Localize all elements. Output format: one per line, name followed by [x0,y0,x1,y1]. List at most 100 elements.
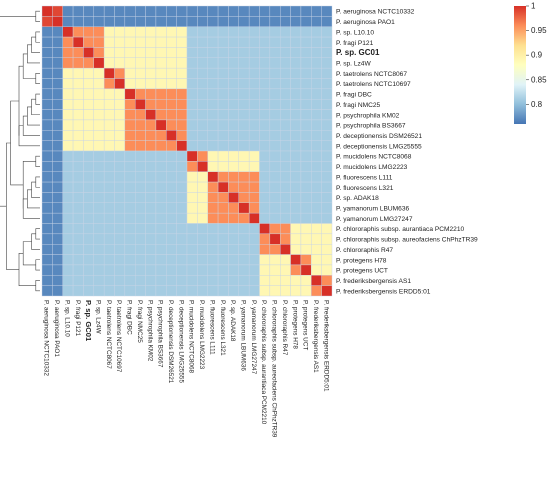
heatmap-cell [93,192,105,203]
heatmap-cell [176,171,188,183]
heatmap-cell [41,161,53,172]
heatmap-cell [145,47,157,58]
heatmap-cell [280,67,291,79]
heatmap-cell [145,233,157,245]
heatmap-cell [155,119,167,131]
dendrogram-branch [22,53,36,79]
heatmap-cell [248,47,260,58]
heatmap-cell [135,171,146,183]
heatmap-cell [228,223,239,235]
heatmap-cell [228,192,239,203]
heatmap-cell [52,223,63,235]
heatmap-cell [238,254,250,266]
heatmap-cell [124,181,136,193]
heatmap-cell [72,264,84,276]
dendrogram-branch [0,16,36,207]
heatmap-cell [228,16,239,27]
heatmap-cell [114,88,126,100]
heatmap-cell [238,161,250,172]
column-label: P. chlororaphis R47 [281,300,288,356]
heatmap-cell [124,244,136,255]
heatmap-cell [197,119,208,131]
heatmap-cell [207,202,219,214]
heatmap-cell [269,67,281,79]
heatmap-cell [93,171,105,183]
heatmap-cell [280,161,291,172]
heatmap-cell [228,130,239,141]
heatmap-cell [197,181,208,193]
row-label: P. frederiksbergensis AS1 [336,278,411,285]
heatmap-cell [217,130,229,141]
heatmap-cell [311,88,322,100]
heatmap-cell [103,109,115,121]
heatmap-cell [217,140,229,152]
heatmap-cell [103,212,115,224]
heatmap-cell [93,47,105,58]
heatmap-cell [248,88,260,100]
heatmap-cell [103,264,115,276]
heatmap-cell [166,192,177,203]
heatmap-cell [145,88,157,100]
heatmap-cell [259,78,271,90]
heatmap-cell [311,119,322,131]
heatmap-cell [238,140,250,152]
heatmap-cell [321,47,333,58]
heatmap-cell [176,47,188,58]
heatmap-cell [166,223,177,235]
heatmap-cell [114,171,126,183]
heatmap-cell [217,254,229,266]
heatmap-cell [62,192,74,203]
heatmap-cell [155,192,167,203]
heatmap-cell [176,26,188,38]
heatmap-cell [135,36,146,48]
heatmap-cell [52,67,63,79]
dendrogram-branch [35,176,40,188]
heatmap-cell [93,254,105,266]
heatmap-cell [114,223,126,235]
heatmap-cell [145,36,157,48]
heatmap-cell [124,254,136,266]
heatmap-cell [300,57,312,69]
heatmap-cell [166,47,177,58]
heatmap-cell [62,244,74,255]
heatmap-cell [248,161,260,172]
heatmap-cell [259,67,271,79]
heatmap-cell [300,5,312,17]
heatmap-cell [280,181,291,193]
heatmap-cell [166,5,177,17]
column-label: P. fluorescens L111 [208,300,215,355]
heatmap-cell [166,88,177,100]
heatmap-cell [124,285,136,297]
heatmap-cell [135,57,146,69]
colorbar-gradient [514,6,526,124]
column-label: P. sp. GC01 [84,300,93,342]
column-label: P. fragi DBC [126,300,133,335]
heatmap-cell [300,202,312,214]
heatmap-cell [166,26,177,38]
heatmap-cell [269,130,281,141]
heatmap-cell [62,47,74,58]
heatmap-cell [83,26,94,38]
heatmap-cell [155,233,167,245]
heatmap-cell [145,99,157,110]
heatmap-cell [290,130,302,141]
heatmap-cell [114,26,126,38]
heatmap-cell [93,150,105,162]
heatmap-cell [238,181,250,193]
heatmap-cell [145,16,157,27]
heatmap-cell [321,264,333,276]
heatmap-cell [228,181,239,193]
heatmap-cell [217,67,229,79]
dendrogram-branch [35,73,40,84]
heatmap-cell [217,88,229,100]
heatmap-cell [248,16,260,27]
heatmap-cell [269,99,281,110]
heatmap-cell [228,47,239,58]
heatmap-cell [321,244,333,255]
heatmap-cell [186,16,198,27]
heatmap-cell [52,47,63,58]
heatmap-cell [259,223,271,235]
heatmap-cell [166,233,177,245]
heatmap-cell [269,244,281,255]
heatmap-cell [228,88,239,100]
